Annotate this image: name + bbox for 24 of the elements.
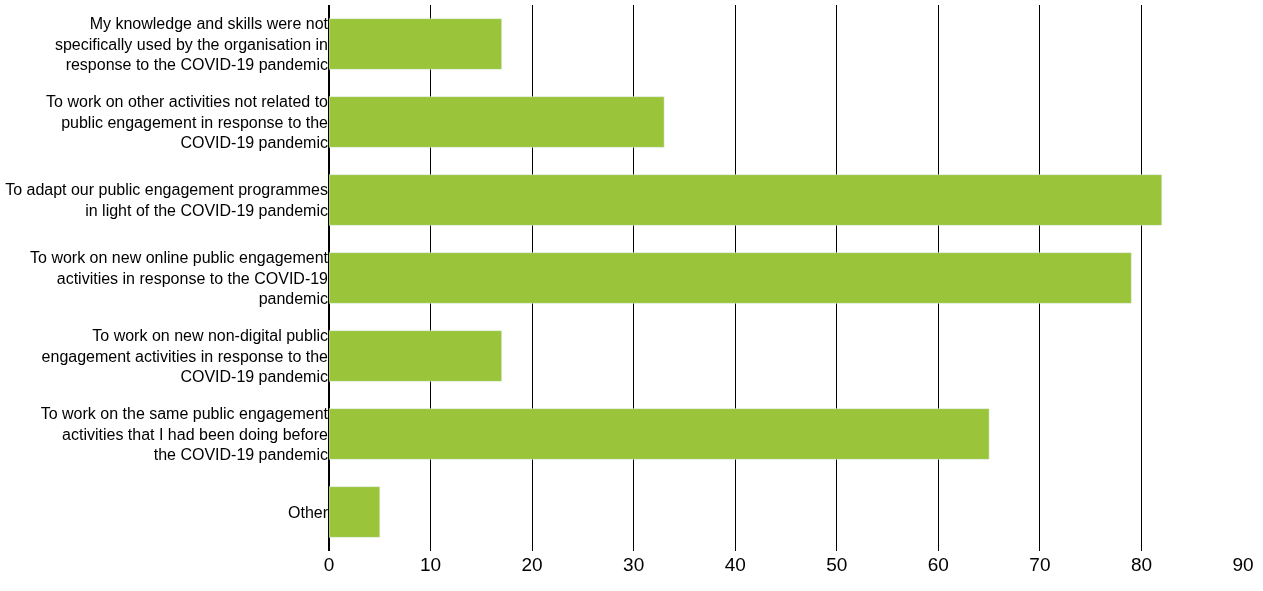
y-tick-label: To adapt our public engagement programmes in light of the COVID-19 pandemic: [5, 181, 328, 219]
bar: [329, 486, 381, 538]
y-tick-label: To work on other activities not related to public engagement in response to the COVID-19 pandemic: [46, 92, 329, 152]
x-tick-label: 90: [1232, 554, 1254, 575]
x-tick-label: 60: [927, 554, 949, 575]
bar: [329, 330, 502, 382]
x-tick-label: 50: [826, 554, 848, 575]
y-tick-label: To work on new non-digital public engagement activities in response to the COVID-19 pandemic: [41, 326, 329, 386]
x-tick-label: 70: [1029, 554, 1051, 575]
y-tick-label: My knowledge and skills were not specifically used by the organisation in response to the COVID-19 pandemic: [54, 14, 329, 74]
bar: [329, 408, 990, 460]
bar: [329, 174, 1163, 226]
x-tick-label: 80: [1130, 554, 1153, 575]
x-tick-label: 30: [623, 554, 645, 575]
bar: [329, 18, 502, 70]
x-tick-label: 0: [323, 554, 335, 575]
x-tick-label: 10: [419, 554, 442, 575]
bar: [329, 96, 665, 148]
y-tick-label: To work on the same public engagement activities that I had been doing before the COVID-19 pandemic: [40, 404, 329, 464]
x-tick-label: 20: [521, 554, 543, 575]
x-tick-label: 40: [724, 554, 746, 575]
bar: [329, 252, 1132, 304]
y-tick-label: Other: [287, 503, 329, 521]
y-tick-label: To work on new online public engagement activities in response to the COVID-19 pandemic: [30, 248, 329, 308]
